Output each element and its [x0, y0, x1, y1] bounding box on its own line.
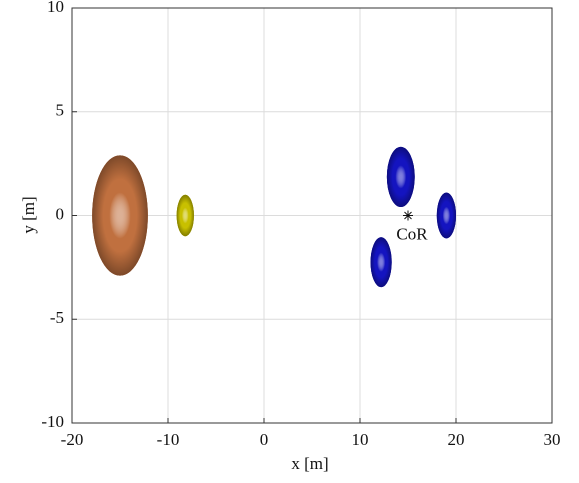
marker-stroke: [404, 211, 412, 220]
x-tick-label: -20: [61, 430, 84, 449]
x-tick-label: 0: [260, 430, 269, 449]
ellipsoid-shade: [176, 194, 194, 237]
ellipsoid-shade: [370, 237, 392, 288]
y-tick-label: 0: [56, 204, 65, 223]
y-tick-label: 10: [47, 0, 64, 16]
x-tick-label: 10: [352, 430, 369, 449]
x-axis-label: x [m]: [291, 454, 328, 473]
center-marker: [403, 210, 413, 221]
y-tick-label: -10: [41, 412, 64, 431]
y-axis-label: y [m]: [19, 196, 38, 233]
ellipsoid-shade: [386, 146, 415, 207]
y-tick-label: -5: [50, 308, 64, 327]
x-tick-label: -10: [157, 430, 180, 449]
y-tick-label: 5: [56, 101, 65, 120]
ellipsoid-shade: [92, 155, 148, 276]
annotation: CoR: [396, 224, 428, 243]
ellipsoid-shade: [436, 192, 456, 239]
x-tick-label: 20: [448, 430, 465, 449]
x-tick-label: 30: [544, 430, 561, 449]
